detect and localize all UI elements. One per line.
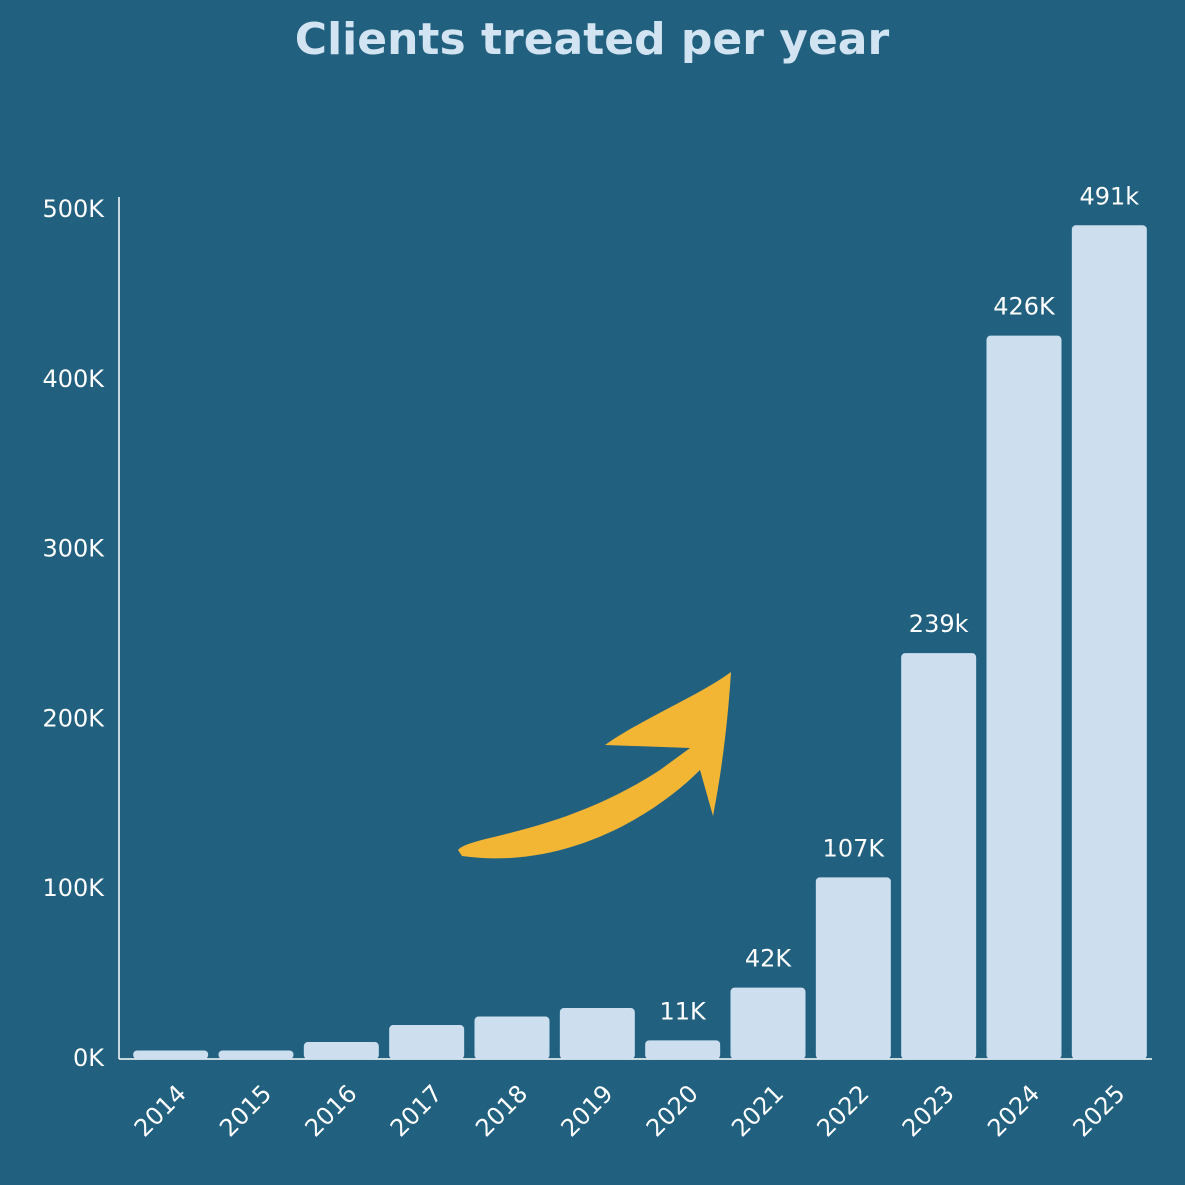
value-label: 107K [823, 834, 886, 862]
bar [559, 1008, 635, 1059]
y-tick-label: 500K [42, 195, 105, 223]
y-tick-label: 100K [42, 874, 105, 902]
value-label: 42K [745, 945, 793, 973]
bar [218, 1050, 294, 1059]
bar [133, 1050, 209, 1059]
chart-title: Clients treated per year [295, 14, 890, 65]
y-tick-label: 400K [42, 365, 105, 393]
value-label: 426K [993, 293, 1056, 321]
value-label: 491k [1079, 182, 1139, 210]
bar [730, 987, 806, 1059]
arrow [458, 672, 731, 859]
value-label: 239k [909, 610, 969, 638]
y-tick-label: 0K [73, 1044, 105, 1072]
bar [1071, 225, 1147, 1060]
bar [303, 1042, 379, 1059]
y-tick-label: 200K [42, 704, 105, 732]
bar [986, 335, 1062, 1060]
bar [815, 877, 891, 1059]
bar [901, 653, 977, 1059]
y-tick-label: 300K [42, 535, 105, 563]
value-label: 11K [660, 997, 708, 1025]
bar [645, 1040, 721, 1059]
bar [389, 1025, 465, 1059]
bar [474, 1016, 550, 1059]
